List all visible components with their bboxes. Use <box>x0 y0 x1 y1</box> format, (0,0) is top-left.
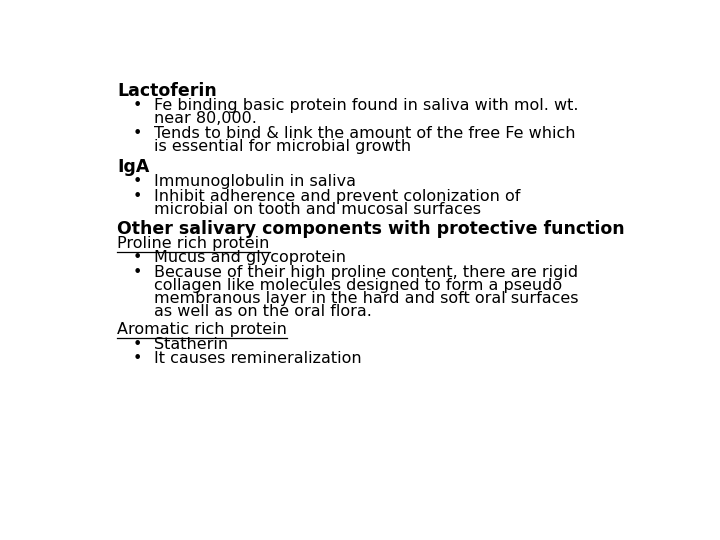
Text: Fe binding basic protein found in saliva with mol. wt.: Fe binding basic protein found in saliva… <box>154 98 579 113</box>
Text: Aromatic rich protein: Aromatic rich protein <box>117 322 287 337</box>
Text: microbial on tooth and mucosal surfaces: microbial on tooth and mucosal surfaces <box>154 202 482 217</box>
Text: membranous layer in the hard and soft oral surfaces: membranous layer in the hard and soft or… <box>154 291 579 306</box>
Text: Immunoglobulin in saliva: Immunoglobulin in saliva <box>154 174 356 189</box>
Text: Lactoferin: Lactoferin <box>117 82 217 100</box>
Text: Other salivary components with protective function: Other salivary components with protectiv… <box>117 220 625 238</box>
Text: •: • <box>132 126 142 140</box>
Text: •: • <box>132 336 142 352</box>
Text: Mucus and glycoprotein: Mucus and glycoprotein <box>154 251 346 265</box>
Text: Inhibit adherence and prevent colonization of: Inhibit adherence and prevent colonizati… <box>154 189 521 204</box>
Text: Tends to bind & link the amount of the free Fe which: Tends to bind & link the amount of the f… <box>154 126 576 140</box>
Text: near 80,000.: near 80,000. <box>154 111 257 126</box>
Text: •: • <box>132 265 142 280</box>
Text: Statherin: Statherin <box>154 336 228 352</box>
Text: IgA: IgA <box>117 158 150 176</box>
Text: Proline rich protein: Proline rich protein <box>117 236 269 251</box>
Text: •: • <box>132 189 142 204</box>
Text: •: • <box>132 98 142 113</box>
Text: •: • <box>132 251 142 265</box>
Text: •: • <box>132 351 142 366</box>
Text: Because of their high proline content, there are rigid: Because of their high proline content, t… <box>154 265 578 280</box>
Text: collagen like molecules designed to form a pseudo: collagen like molecules designed to form… <box>154 278 562 293</box>
Text: as well as on the oral flora.: as well as on the oral flora. <box>154 304 372 319</box>
Text: •: • <box>132 174 142 189</box>
Text: It causes remineralization: It causes remineralization <box>154 351 362 366</box>
Text: is essential for microbial growth: is essential for microbial growth <box>154 139 411 154</box>
